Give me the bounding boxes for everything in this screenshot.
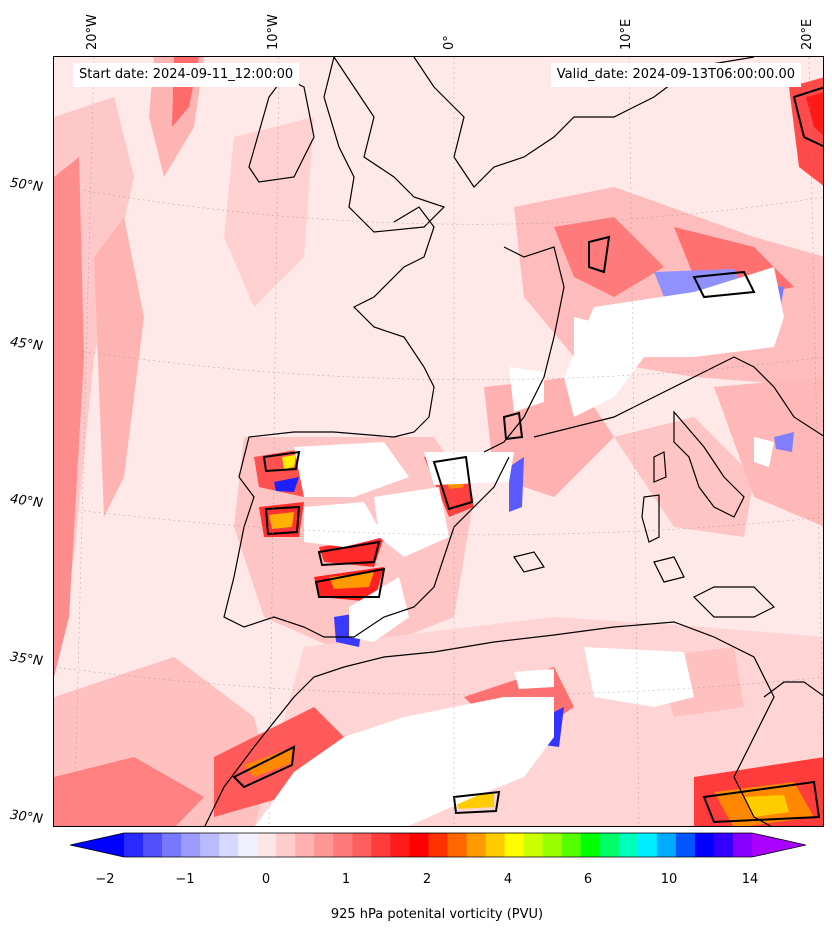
colorbar-title: 925 hPa potenital vorticity (PVU) [330,907,544,922]
potential-vorticity-map [54,57,823,826]
colorbar-segment [561,833,582,857]
colorbar-outline [70,832,806,858]
colorbar-segment [580,833,601,857]
lon-label-20e: 20°E [800,18,815,50]
coastlines [204,57,823,826]
pv-2-contours [232,86,823,824]
colorbar-tick-label: 14 [741,872,759,887]
colorbar-segment [200,833,220,857]
colorbar-segment [409,833,429,857]
colorbar-segment [447,833,468,857]
map-frame[interactable]: Start date: 2024-09-11_12:00:00 Valid_da… [53,56,824,827]
colorbar-segment [333,833,353,857]
colorbar-segment [485,833,506,857]
colorbar-segment [162,833,182,857]
colorbar-tick-label: 2 [422,872,432,887]
valid-date-label: Valid_date: 2024-09-13T06:00:00.00 [550,63,801,87]
colorbar-segment [181,833,201,857]
colorbar-extend-min [70,833,124,857]
colorbar-tick-label: 0 [261,872,271,887]
colorbar-segment [599,833,620,857]
colorbar-segment [542,833,563,857]
lat-label-40n: 40°N [9,491,44,512]
start-date-label: Start date: 2024-09-11_12:00:00 [73,63,300,87]
pv-field [54,57,823,826]
lat-label-45n: 45°N [9,334,44,355]
colorbar-segment [143,833,163,857]
colorbar-segment [314,833,334,857]
colorbar-segment [656,833,677,857]
colorbar-segment [523,833,544,857]
graticule [54,57,823,826]
colorbar-segment [352,833,372,857]
colorbar-tick-label: −2 [95,872,115,887]
colorbar-extend-max [752,833,806,857]
colorbar-tick-label: −1 [175,872,195,887]
colorbar-segment [295,833,315,857]
lon-label-0: 0° [442,35,457,50]
colorbar-tick-label: 4 [503,872,513,887]
colorbar [70,832,806,858]
colorbar-tick-label: 10 [660,872,678,887]
colorbar-segment [732,833,753,857]
colorbar-segment [257,833,277,857]
lat-label-30n: 30°N [9,807,44,828]
lat-label-35n: 35°N [9,649,44,670]
colorbar-segment [637,833,658,857]
lon-label-10w: 10°W [266,14,281,50]
colorbar-segment [276,833,296,857]
lat-label-50n: 50°N [9,175,44,196]
colorbar-segment [618,833,639,857]
colorbar-segment [390,833,410,857]
colorbar-segment [124,833,144,857]
colorbar-segment [504,833,525,857]
lon-label-10e: 10°E [619,18,634,50]
colorbar-segment [713,833,734,857]
colorbar-segment [238,833,258,857]
colorbar-segment [694,833,715,857]
lon-label-20w: 20°W [85,14,100,50]
colorbar-tick-label: 1 [341,872,351,887]
colorbar-segment [675,833,696,857]
colorbar-tick-label: 6 [583,872,593,887]
colorbar-segment [371,833,391,857]
colorbar-segment [219,833,239,857]
colorbar-segment [428,833,449,857]
colorbar-segment [466,833,487,857]
